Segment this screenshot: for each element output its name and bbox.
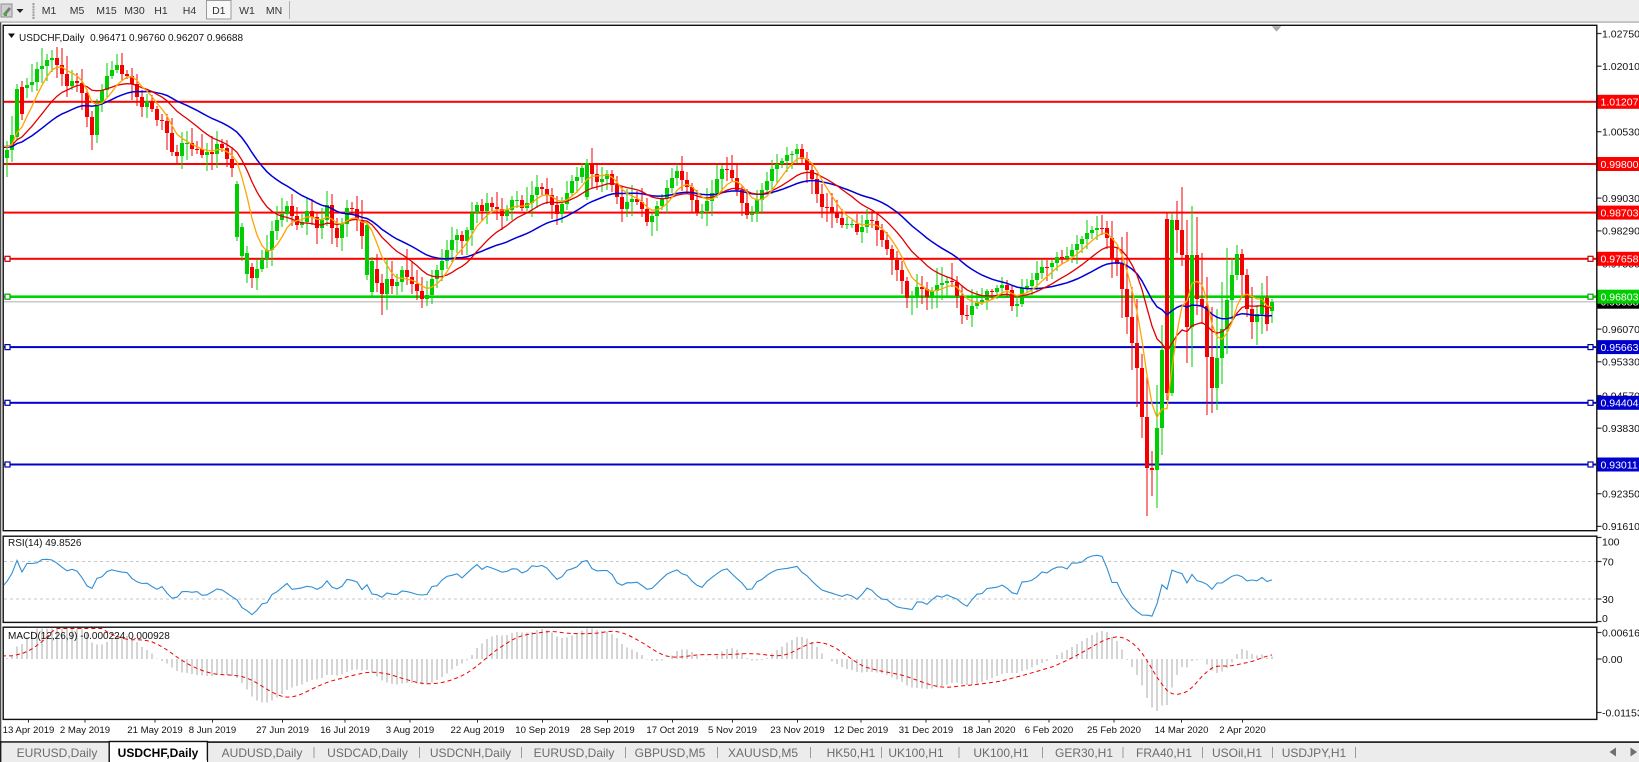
svg-text:USOil,H1: USOil,H1 — [1212, 746, 1262, 760]
svg-text:XAUUSD,M5: XAUUSD,M5 — [728, 746, 798, 760]
svg-text:HK50,H1: HK50,H1 — [827, 746, 876, 760]
svg-text:USDCNH,Daily: USDCNH,Daily — [430, 746, 511, 760]
svg-text:28 Sep 2019: 28 Sep 2019 — [580, 725, 634, 736]
svg-text:21 May 2019: 21 May 2019 — [127, 725, 182, 736]
svg-text:0.95330: 0.95330 — [1602, 357, 1639, 369]
svg-text:12 Dec 2019: 12 Dec 2019 — [834, 725, 888, 736]
svg-text:0.96070: 0.96070 — [1602, 324, 1639, 336]
svg-text:H4: H4 — [183, 5, 197, 17]
svg-text:0.97658: 0.97658 — [1601, 254, 1639, 266]
svg-text:0.96803: 0.96803 — [1601, 292, 1639, 304]
svg-text:USDCHF,Daily 0.96471 0.96760: USDCHF,Daily 0.96471 0.96760 0.96207 0.9… — [19, 33, 243, 44]
svg-text:25 Feb 2020: 25 Feb 2020 — [1087, 725, 1141, 736]
svg-text:2 May 2019: 2 May 2019 — [60, 725, 110, 736]
svg-text:13 Apr 2019: 13 Apr 2019 — [3, 725, 55, 736]
svg-text:RSI(14) 49.8526: RSI(14) 49.8526 — [8, 538, 82, 549]
svg-text:D1: D1 — [212, 5, 226, 17]
svg-text:0.93011: 0.93011 — [1601, 459, 1638, 471]
svg-text:0.93830: 0.93830 — [1602, 423, 1639, 435]
svg-text:AUDUSD,Daily: AUDUSD,Daily — [222, 746, 303, 760]
svg-text:2 Apr 2020: 2 Apr 2020 — [1219, 725, 1265, 736]
svg-text:0.00: 0.00 — [1602, 654, 1623, 666]
svg-text:EURUSD,Daily: EURUSD,Daily — [534, 746, 615, 760]
svg-text:M15: M15 — [96, 5, 117, 17]
svg-text:0.98290: 0.98290 — [1602, 226, 1639, 238]
svg-text:H1: H1 — [154, 5, 168, 17]
svg-text:5 Nov 2019: 5 Nov 2019 — [708, 725, 757, 736]
svg-text:18 Jan 2020: 18 Jan 2020 — [963, 725, 1016, 736]
svg-text:22 Aug 2019: 22 Aug 2019 — [451, 725, 505, 736]
svg-text:1.02750: 1.02750 — [1602, 28, 1639, 40]
svg-text:MACD(12,26,9) -0.000224 0.0009: MACD(12,26,9) -0.000224 0.000928 — [8, 631, 170, 642]
svg-text:8 Jun 2019: 8 Jun 2019 — [189, 725, 236, 736]
svg-text:-0.011531: -0.011531 — [1602, 707, 1639, 719]
svg-text:27 Jun 2019: 27 Jun 2019 — [256, 725, 309, 736]
svg-text:1.01207: 1.01207 — [1601, 97, 1639, 109]
svg-text:6 Feb 2020: 6 Feb 2020 — [1025, 725, 1074, 736]
svg-text:GER30,H1: GER30,H1 — [1055, 746, 1113, 760]
svg-text:USDJPY,H1: USDJPY,H1 — [1282, 746, 1347, 760]
svg-text:0.99800: 0.99800 — [1601, 159, 1639, 171]
svg-text:EURUSD,Daily: EURUSD,Daily — [17, 746, 98, 760]
svg-text:14 Mar 2020: 14 Mar 2020 — [1155, 725, 1209, 736]
svg-text:FRA40,H1: FRA40,H1 — [1136, 746, 1192, 760]
svg-text:0.99030: 0.99030 — [1602, 193, 1639, 205]
svg-text:GBPUSD,M5: GBPUSD,M5 — [635, 746, 706, 760]
svg-text:17 Oct 2019: 17 Oct 2019 — [646, 725, 698, 736]
svg-text:USDCHF,Daily: USDCHF,Daily — [118, 746, 199, 760]
svg-text:0.92350: 0.92350 — [1602, 489, 1639, 501]
svg-text:30: 30 — [1602, 594, 1614, 606]
svg-text:0: 0 — [1602, 613, 1608, 625]
svg-text:3 Aug 2019: 3 Aug 2019 — [386, 725, 435, 736]
svg-text:31 Dec 2019: 31 Dec 2019 — [899, 725, 953, 736]
svg-text:MN: MN — [266, 5, 282, 17]
svg-text:USDCAD,Daily: USDCAD,Daily — [327, 746, 408, 760]
svg-text:100: 100 — [1602, 536, 1620, 548]
svg-text:0.95663: 0.95663 — [1601, 342, 1639, 354]
svg-text:M1: M1 — [42, 5, 57, 17]
svg-text:16 Jul 2019: 16 Jul 2019 — [320, 725, 370, 736]
svg-text:0.98703: 0.98703 — [1601, 207, 1639, 219]
svg-text:10 Sep 2019: 10 Sep 2019 — [515, 725, 569, 736]
svg-text:W1: W1 — [239, 5, 255, 17]
svg-text:0.94404: 0.94404 — [1601, 398, 1639, 410]
svg-text:1.02010: 1.02010 — [1602, 61, 1639, 73]
svg-text:1.00530: 1.00530 — [1602, 127, 1639, 139]
svg-text:M30: M30 — [124, 5, 145, 17]
svg-text:0.91610: 0.91610 — [1602, 521, 1639, 533]
svg-text:M5: M5 — [70, 5, 85, 17]
svg-text:23 Nov 2019: 23 Nov 2019 — [770, 725, 824, 736]
svg-text:70: 70 — [1602, 556, 1614, 568]
svg-text:UK100,H1: UK100,H1 — [888, 746, 944, 760]
svg-text:0.006167: 0.006167 — [1602, 627, 1639, 639]
svg-text:UK100,H1: UK100,H1 — [973, 746, 1029, 760]
